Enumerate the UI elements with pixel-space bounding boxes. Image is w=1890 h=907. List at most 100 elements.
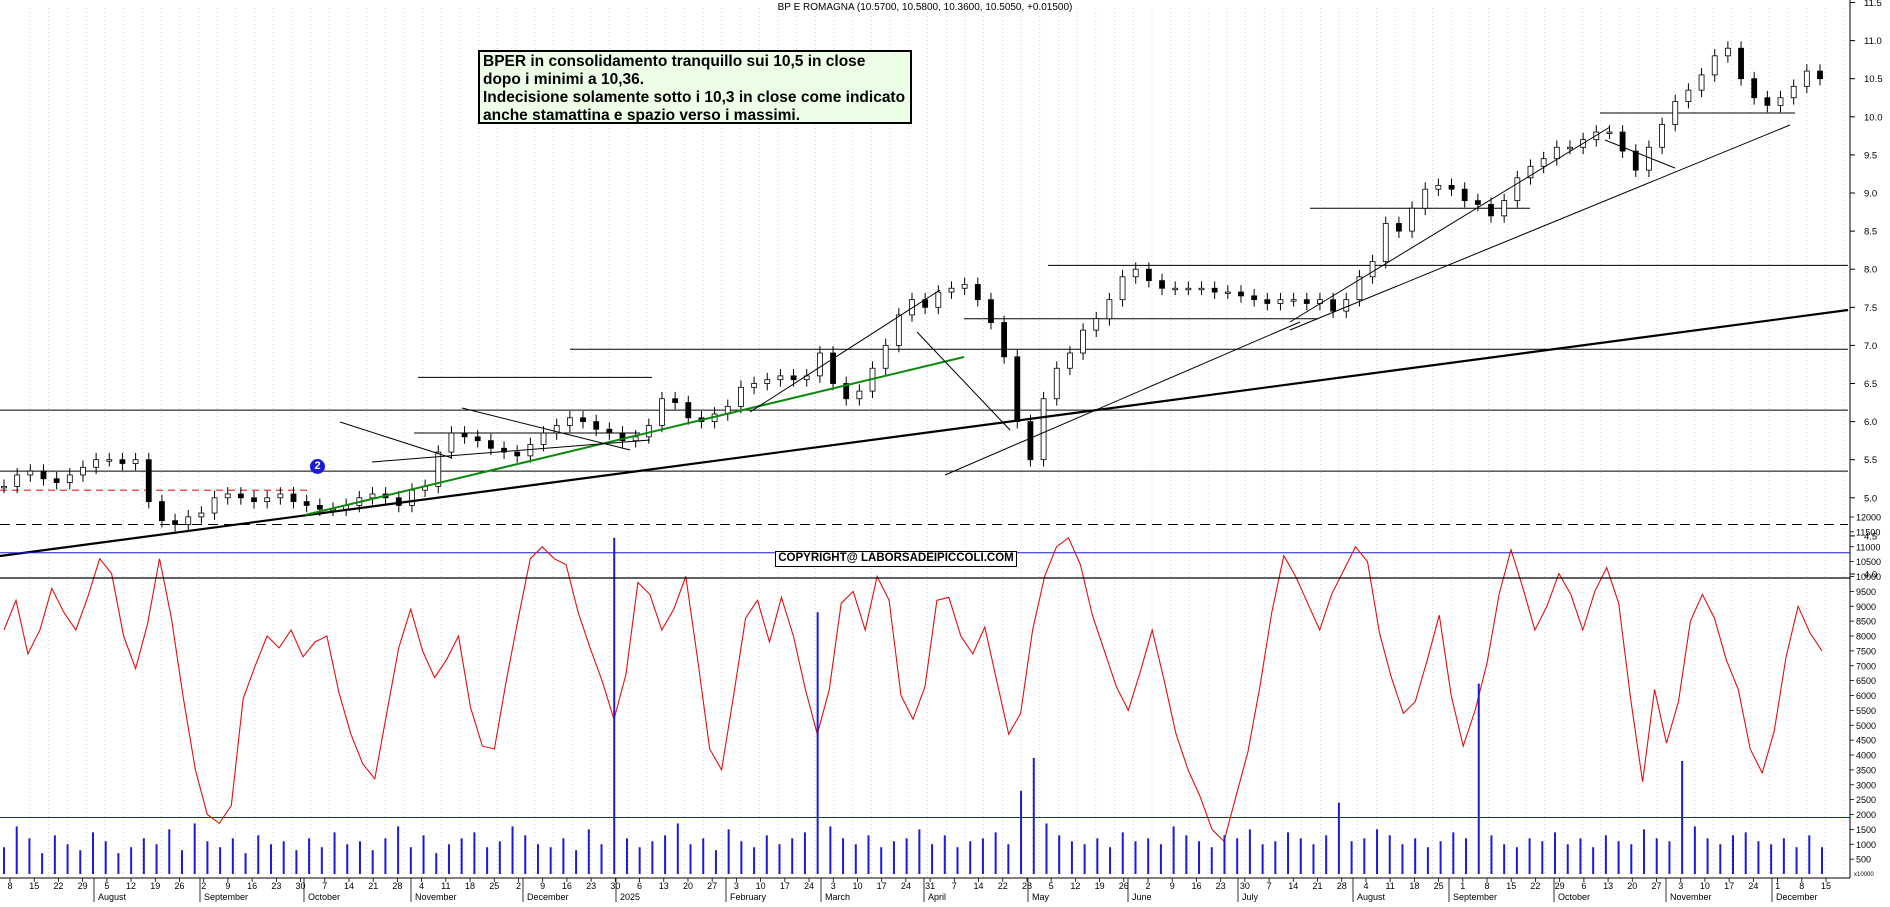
y-tick-label: 11000 bbox=[1856, 542, 1880, 552]
y-tick-label: 2000 bbox=[1856, 810, 1876, 820]
trendline bbox=[461, 407, 631, 451]
x-tick-label: 19 bbox=[150, 881, 160, 891]
volume-bar bbox=[1032, 757, 1035, 874]
candle-body bbox=[1198, 287, 1205, 291]
x-tick-label: 15 bbox=[29, 881, 39, 891]
x-tick-label: 27 bbox=[707, 881, 717, 891]
volume-bar bbox=[536, 844, 539, 874]
volume-bar bbox=[702, 838, 705, 874]
volume-bar bbox=[257, 835, 260, 874]
volume-bar bbox=[269, 844, 272, 874]
y-tick-label: 9500 bbox=[1856, 587, 1876, 597]
volume-bar bbox=[740, 841, 743, 874]
candle-body bbox=[185, 516, 192, 525]
candle-body bbox=[632, 436, 639, 442]
volume-bar bbox=[295, 850, 298, 874]
oscillator-layer bbox=[0, 536, 1850, 843]
candle-body bbox=[1290, 299, 1297, 302]
x-tick-label: 15 bbox=[1821, 881, 1831, 891]
candle-body bbox=[593, 421, 600, 430]
y-tick-label: 8000 bbox=[1856, 632, 1876, 642]
y-tick-label: 1500 bbox=[1856, 825, 1876, 835]
candle-body bbox=[1540, 158, 1547, 167]
volume-bar bbox=[1312, 844, 1315, 874]
volume-bar bbox=[867, 835, 870, 874]
long-term-trendline bbox=[0, 308, 1849, 558]
volume-bar bbox=[625, 838, 628, 874]
candle-body bbox=[961, 284, 968, 289]
x-tick-label: 20 bbox=[683, 881, 693, 891]
volume-bar bbox=[193, 823, 196, 874]
y-tick-label: 10000 bbox=[1856, 572, 1881, 582]
event-marker-badge: 2 bbox=[310, 459, 325, 474]
x-tick-label: 30 bbox=[610, 881, 620, 891]
volume-bar bbox=[1681, 760, 1684, 874]
x-tick-label: 28 bbox=[392, 881, 402, 891]
x-tick-label: 9 bbox=[1170, 881, 1175, 891]
candle-body bbox=[145, 459, 152, 503]
volume-bar bbox=[28, 838, 31, 874]
annotation-line: dopo i minimi a 10,36. bbox=[483, 71, 645, 88]
volume-bar bbox=[53, 835, 56, 874]
x-tick-label: 27 bbox=[1651, 881, 1661, 891]
annotation-line: anche stamattina e spazio verso i massim… bbox=[483, 107, 801, 124]
y-tick-label: 9.0 bbox=[1864, 189, 1877, 200]
volume-bar bbox=[918, 829, 921, 874]
candle-body bbox=[80, 466, 86, 476]
x-month-label: May bbox=[1032, 892, 1050, 902]
x-tick-label: 24 bbox=[804, 881, 814, 891]
volume-bar bbox=[1579, 838, 1582, 874]
levels-layer bbox=[0, 112, 1848, 525]
volume-bar bbox=[1261, 844, 1264, 874]
candle-body bbox=[1145, 268, 1152, 282]
volume-bar bbox=[562, 838, 565, 874]
candle-body bbox=[974, 284, 981, 301]
volume-bar bbox=[1007, 844, 1010, 874]
candle-body bbox=[159, 501, 165, 522]
y-tick-label: 5.5 bbox=[1864, 455, 1877, 466]
candle-body bbox=[1303, 299, 1310, 304]
volume-bar bbox=[727, 829, 730, 874]
green-trendline bbox=[304, 356, 965, 516]
candle-body bbox=[1238, 291, 1244, 297]
candle-body bbox=[1211, 287, 1218, 293]
volume-bar bbox=[1782, 838, 1785, 874]
volume-bar bbox=[1503, 844, 1506, 874]
trendline bbox=[749, 289, 941, 413]
x-month-label: March bbox=[825, 892, 850, 902]
candle-body bbox=[303, 501, 310, 506]
candle-body bbox=[1159, 280, 1165, 289]
volume-bar bbox=[1693, 826, 1696, 874]
x-tick-label: 8 bbox=[1485, 881, 1490, 891]
x-tick-label: 17 bbox=[877, 881, 887, 891]
candle-body bbox=[1040, 398, 1047, 461]
y-tick-label: 7.5 bbox=[1864, 303, 1877, 314]
candle-body bbox=[1514, 177, 1521, 202]
x-tick-label: 28 bbox=[1337, 881, 1347, 891]
x-tick-label: 10 bbox=[1700, 881, 1710, 891]
x-tick-label: 18 bbox=[465, 881, 475, 891]
volume-bar bbox=[1376, 829, 1379, 874]
volume-bar bbox=[1439, 841, 1442, 874]
grid-layer bbox=[29, 8, 1845, 878]
x-tick-label: 12 bbox=[126, 881, 136, 891]
x-tick-label: 22 bbox=[53, 881, 63, 891]
x-month-label: April bbox=[928, 892, 946, 902]
candle-body bbox=[487, 440, 494, 449]
trendline bbox=[371, 439, 651, 463]
x-tick-label: 6 bbox=[637, 881, 642, 891]
volume-bar bbox=[765, 835, 768, 874]
volume-bar bbox=[371, 850, 374, 874]
candle-body bbox=[751, 383, 757, 388]
candle-body bbox=[316, 505, 323, 510]
y-tick-label: 9000 bbox=[1856, 602, 1876, 612]
x-tick-label: 2 bbox=[201, 881, 206, 891]
trendline bbox=[339, 421, 453, 459]
y-tick-label: 6500 bbox=[1856, 676, 1876, 686]
volume-bar bbox=[66, 844, 69, 874]
candle-body bbox=[580, 417, 586, 423]
volume-bar bbox=[1185, 835, 1188, 874]
volume-bar bbox=[1070, 841, 1073, 874]
volume-bar bbox=[1744, 832, 1747, 874]
